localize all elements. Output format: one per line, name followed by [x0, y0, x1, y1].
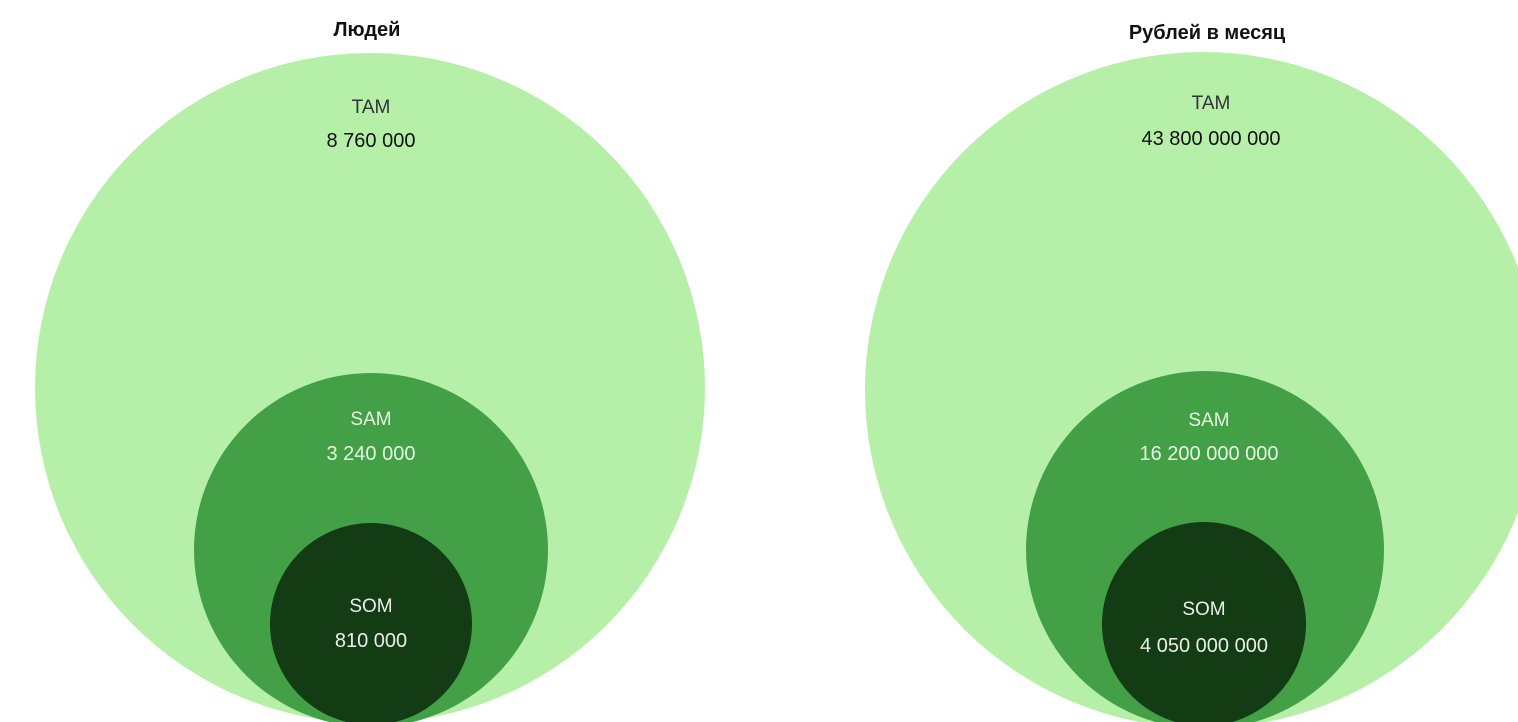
- tam-value: 8 760 000: [327, 130, 416, 152]
- sam-value: 3 240 000: [327, 443, 416, 465]
- tam-label: TAM: [1192, 93, 1231, 114]
- sam-value: 16 200 000 000: [1139, 443, 1278, 465]
- som-value: 810 000: [335, 630, 407, 652]
- tam-value: 43 800 000 000: [1141, 128, 1280, 150]
- som-value: 4 050 000 000: [1140, 635, 1268, 657]
- som-label: SOM: [1182, 599, 1225, 620]
- tam-label: TAM: [352, 97, 391, 118]
- diagram-title: Рублей в месяц: [1129, 22, 1286, 44]
- som-circle: [270, 523, 472, 722]
- som-label: SOM: [349, 596, 392, 617]
- sam-label: SAM: [1188, 410, 1229, 431]
- diagram-people: Людей TAM 8 760 000 SAM 3 240 000 SOM 81…: [35, 19, 705, 722]
- som-circle: [1102, 522, 1306, 722]
- diagram-title: Людей: [334, 19, 401, 41]
- sam-label: SAM: [350, 409, 391, 430]
- diagram-rubles-per-month: Рублей в месяц TAM 43 800 000 000 SAM 16…: [865, 22, 1518, 722]
